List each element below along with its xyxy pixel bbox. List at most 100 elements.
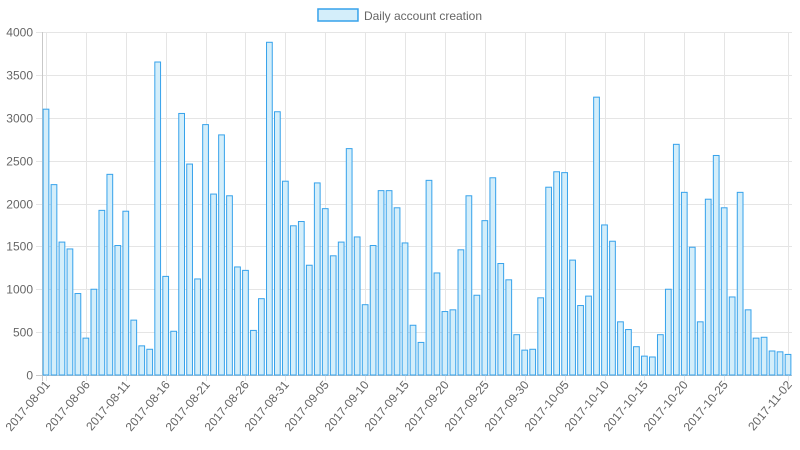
bar[interactable]: [154, 61, 162, 376]
bar[interactable]: [114, 245, 122, 376]
bar[interactable]: [696, 321, 704, 376]
bar[interactable]: [50, 184, 58, 376]
bar[interactable]: [417, 341, 425, 376]
bar[interactable]: [242, 269, 249, 376]
bar[interactable]: [281, 180, 289, 376]
bar[interactable]: [736, 191, 744, 376]
bar[interactable]: [649, 356, 656, 376]
bar[interactable]: [369, 245, 377, 376]
legend[interactable]: Daily account creation: [317, 8, 482, 23]
bar[interactable]: [553, 171, 561, 376]
bar[interactable]: [106, 173, 114, 376]
bar[interactable]: [680, 191, 688, 376]
bar[interactable]: [760, 336, 768, 376]
bar[interactable]: [361, 304, 369, 376]
bar[interactable]: [202, 124, 209, 376]
bar[interactable]: [609, 240, 616, 376]
bar[interactable]: [146, 348, 154, 376]
bar[interactable]: [489, 177, 497, 376]
legend-label[interactable]: Daily account creation: [364, 9, 482, 23]
bar[interactable]: [170, 330, 178, 376]
bar[interactable]: [329, 255, 337, 376]
bar[interactable]: [776, 351, 784, 376]
bar[interactable]: [633, 346, 640, 376]
bar[interactable]: [465, 195, 473, 376]
bar[interactable]: [250, 329, 257, 376]
bar[interactable]: [441, 311, 449, 376]
bar[interactable]: [234, 266, 241, 376]
bar[interactable]: [409, 324, 417, 376]
bar[interactable]: [274, 111, 281, 376]
bar[interactable]: [82, 337, 90, 376]
bar[interactable]: [162, 275, 170, 376]
bar[interactable]: [297, 221, 305, 376]
bar[interactable]: [545, 186, 553, 376]
bar[interactable]: [521, 349, 529, 376]
bar[interactable]: [704, 198, 712, 376]
bar[interactable]: [393, 207, 401, 376]
bar[interactable]: [186, 163, 193, 376]
bar[interactable]: [752, 337, 760, 376]
bar[interactable]: [90, 288, 98, 376]
bar[interactable]: [505, 279, 513, 376]
bar[interactable]: [425, 179, 433, 376]
bar[interactable]: [42, 108, 50, 376]
bar[interactable]: [138, 345, 146, 376]
bar[interactable]: [218, 134, 225, 376]
bar[interactable]: [768, 350, 776, 376]
bar[interactable]: [529, 348, 537, 376]
bar[interactable]: [226, 195, 233, 376]
bar[interactable]: [194, 278, 201, 376]
bar[interactable]: [313, 182, 321, 376]
bar[interactable]: [401, 242, 409, 376]
bar[interactable]: [593, 96, 600, 376]
bar[interactable]: [98, 209, 106, 376]
bar[interactable]: [130, 319, 138, 376]
bar[interactable]: [321, 208, 329, 376]
bar[interactable]: [513, 334, 521, 376]
bar[interactable]: [377, 190, 385, 376]
x-axis-ticks: 2017-08-012017-08-062017-08-112017-08-16…: [3, 378, 795, 434]
bar[interactable]: [497, 263, 505, 376]
bar[interactable]: [720, 207, 728, 376]
bar[interactable]: [305, 264, 313, 376]
bar[interactable]: [345, 148, 353, 376]
bar[interactable]: [178, 112, 185, 376]
bar[interactable]: [266, 41, 273, 376]
bar[interactable]: [577, 305, 584, 376]
bar[interactable]: [712, 154, 720, 376]
bar[interactable]: [625, 329, 632, 376]
bar[interactable]: [473, 294, 481, 376]
x-tick-label: 2017-11-02: [745, 378, 795, 434]
bar[interactable]: [210, 193, 217, 376]
bar[interactable]: [617, 321, 624, 376]
bar[interactable]: [728, 296, 736, 376]
bar[interactable]: [585, 295, 592, 376]
bar[interactable]: [66, 248, 74, 376]
bar[interactable]: [58, 241, 66, 376]
bar[interactable]: [569, 259, 576, 376]
bar[interactable]: [289, 225, 297, 376]
bar[interactable]: [258, 298, 265, 376]
bar[interactable]: [656, 334, 664, 376]
bar[interactable]: [74, 293, 82, 376]
bar[interactable]: [481, 220, 489, 376]
bar[interactable]: [664, 288, 672, 376]
bar[interactable]: [449, 309, 457, 376]
bar[interactable]: [744, 309, 752, 376]
bar[interactable]: [353, 236, 361, 376]
bar[interactable]: [385, 190, 393, 376]
bar[interactable]: [122, 210, 130, 376]
bar[interactable]: [601, 224, 608, 376]
y-tick-label: 3000: [6, 112, 33, 126]
bar[interactable]: [784, 353, 792, 376]
bar[interactable]: [433, 272, 441, 376]
bar[interactable]: [641, 355, 648, 376]
bar[interactable]: [337, 241, 345, 376]
bar[interactable]: [537, 297, 545, 376]
bar[interactable]: [457, 249, 465, 376]
legend-swatch[interactable]: [317, 8, 359, 22]
bar[interactable]: [688, 246, 696, 376]
bar[interactable]: [672, 143, 680, 376]
bar[interactable]: [561, 172, 568, 376]
